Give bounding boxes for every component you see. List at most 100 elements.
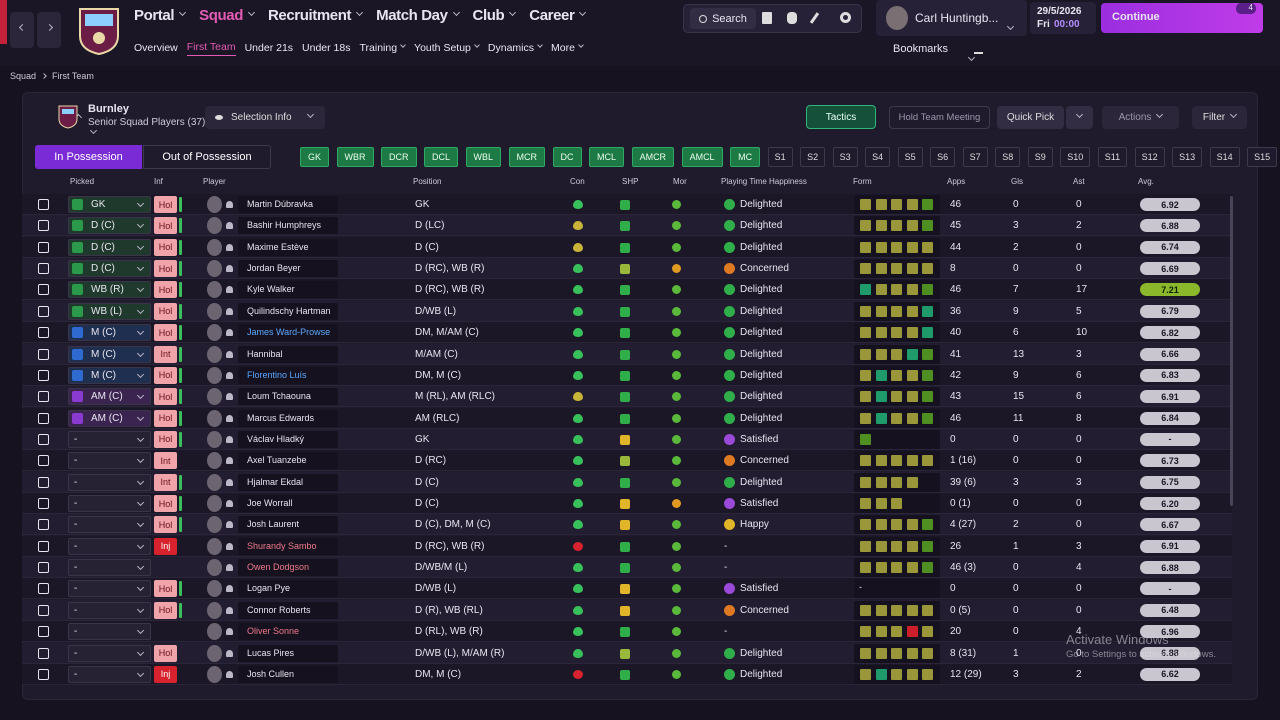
player-name[interactable]: Florentino Luís: [238, 366, 338, 384]
picked-dropdown[interactable]: AM (C): [68, 388, 151, 406]
form[interactable]: [854, 600, 940, 620]
forward-button[interactable]: [37, 12, 61, 48]
form[interactable]: [854, 664, 940, 684]
position-chip[interactable]: WBR: [336, 147, 374, 167]
checkbox[interactable]: [38, 284, 49, 296]
form[interactable]: [854, 259, 940, 279]
checkbox[interactable]: [38, 519, 49, 531]
sub-nav-item[interactable]: Under 21s: [245, 41, 293, 56]
checkbox[interactable]: [38, 433, 49, 445]
scrollbar[interactable]: [1230, 196, 1233, 506]
picked-dropdown[interactable]: M (C): [68, 345, 151, 363]
quick-pick-button[interactable]: Quick Pick: [997, 106, 1064, 129]
column-header[interactable]: Player: [203, 177, 226, 186]
checkbox[interactable]: [38, 369, 49, 381]
actions-button[interactable]: Actions: [1102, 106, 1179, 129]
player-name[interactable]: Bashir Humphreys: [238, 217, 338, 235]
position-chip[interactable]: S14: [1209, 147, 1240, 167]
table-row[interactable]: WB (R) Hol Kyle Walker D (RC), WB (R) Deligh…: [22, 279, 1232, 301]
column-header[interactable]: Mor: [673, 177, 687, 186]
picked-dropdown[interactable]: -: [68, 580, 151, 598]
table-row[interactable]: D (C) Hol Jordan Beyer D (RC), WB (R) Concer…: [22, 258, 1232, 280]
position-chip[interactable]: S9: [1027, 147, 1053, 167]
sub-nav-item[interactable]: Overview: [134, 41, 178, 56]
column-header[interactable]: Ast: [1073, 177, 1085, 186]
form[interactable]: [854, 387, 940, 407]
player-name[interactable]: Shurandy Sambo: [238, 537, 338, 555]
player-name[interactable]: Josh Laurent: [238, 516, 338, 534]
table-row[interactable]: - Hol Josh Laurent D (C), DM, M (C) Happy 4 (…: [22, 514, 1232, 536]
table-row[interactable]: AM (C) Hol Marcus Edwards AM (RLC) Delighted…: [22, 407, 1232, 429]
form[interactable]: [854, 515, 940, 535]
checkbox[interactable]: [38, 626, 49, 638]
player-name[interactable]: Lucas Pires: [238, 644, 338, 662]
checkbox[interactable]: [38, 476, 49, 488]
table-row[interactable]: M (C) Hol Florentino Luís DM, M (C) Delighte…: [22, 364, 1232, 386]
column-header[interactable]: SHP: [622, 177, 639, 186]
player-name[interactable]: Josh Cullen: [238, 665, 338, 683]
sub-nav-item[interactable]: More: [551, 41, 584, 56]
picked-dropdown[interactable]: -: [68, 601, 151, 619]
checkbox[interactable]: [38, 305, 49, 317]
form[interactable]: [854, 195, 940, 214]
form[interactable]: [854, 323, 940, 343]
picked-dropdown[interactable]: AM (C): [68, 409, 151, 427]
position-chip[interactable]: S13: [1172, 147, 1203, 167]
position-chip[interactable]: S6: [930, 147, 956, 167]
table-row[interactable]: - Int Axel Tuanzebe D (RC) Concerned 1 (16) 0 0…: [22, 450, 1232, 472]
position-chip[interactable]: DCL: [424, 147, 459, 167]
icon[interactable]: [787, 12, 797, 24]
table-row[interactable]: WB (L) Hol Quilindschy Hartman D/WB (L) Deli…: [22, 300, 1232, 322]
player-name[interactable]: Kyle Walker: [238, 281, 338, 299]
position-chip[interactable]: S10: [1060, 147, 1091, 167]
position-chip[interactable]: S12: [1134, 147, 1165, 167]
table-row[interactable]: - Hol Václav Hladký GK Satisfied 0 0 0 -: [22, 428, 1232, 450]
player-name[interactable]: Hjalmar Ekdal: [238, 473, 338, 491]
position-chip[interactable]: S8: [995, 147, 1021, 167]
checkbox[interactable]: [38, 348, 49, 360]
main-nav-item[interactable]: Match Day: [376, 7, 460, 24]
table-row[interactable]: - Int Hjalmar Ekdal D (C) Delighted 39 (6) 3 3 6…: [22, 471, 1232, 493]
picked-dropdown[interactable]: GK: [68, 196, 151, 213]
form[interactable]: [854, 472, 940, 492]
quick-pick-menu[interactable]: [1066, 106, 1093, 129]
sub-nav-item[interactable]: Under 18s: [302, 41, 350, 56]
form[interactable]: [854, 451, 940, 471]
table-row[interactable]: D (C) Hol Bashir Humphreys D (LC) Delighted 4…: [22, 215, 1232, 237]
column-header[interactable]: Apps: [947, 177, 966, 186]
column-header[interactable]: Inf: [154, 177, 163, 186]
picked-dropdown[interactable]: -: [68, 623, 151, 641]
picked-dropdown[interactable]: WB (R): [68, 281, 151, 299]
checkbox[interactable]: [38, 647, 49, 659]
bookmarks[interactable]: Bookmarks: [893, 43, 949, 55]
table-row[interactable]: GK Hol Martin Dúbravka GK Delighted 46 0 0 6.92: [22, 194, 1232, 215]
checkbox[interactable]: [38, 668, 49, 680]
checkbox[interactable]: [38, 263, 49, 275]
picked-dropdown[interactable]: D (C): [68, 238, 151, 256]
position-chip[interactable]: S7: [962, 147, 988, 167]
checkbox[interactable]: [38, 220, 49, 232]
form[interactable]: -: [854, 579, 940, 599]
in-possession-tab[interactable]: In Possession: [35, 145, 142, 169]
column-header[interactable]: Position: [413, 177, 442, 186]
picked-dropdown[interactable]: D (C): [68, 260, 151, 278]
position-chip[interactable]: DCR: [381, 147, 417, 167]
picked-dropdown[interactable]: -: [68, 537, 151, 555]
form[interactable]: [854, 643, 940, 663]
settings-icon[interactable]: [840, 12, 851, 23]
form[interactable]: [854, 365, 940, 385]
checkbox[interactable]: [38, 199, 49, 210]
form[interactable]: [854, 237, 940, 257]
breadcrumb-item[interactable]: Squad: [10, 71, 37, 81]
sub-nav-item[interactable]: Training: [360, 41, 406, 56]
selection-info-button[interactable]: Selection Info: [205, 106, 325, 129]
filter-button[interactable]: Filter: [1192, 106, 1247, 129]
player-name[interactable]: Jordan Beyer: [238, 260, 338, 278]
checkbox[interactable]: [38, 391, 49, 403]
table-row[interactable]: - Hol Joe Worrall D (C) Satisfied 0 (1) 0 0 6.20: [22, 493, 1232, 515]
checkbox[interactable]: [38, 562, 49, 574]
table-row[interactable]: - Oliver Sonne D (RL), WB (R) - 20 0 4 6.96: [22, 621, 1232, 643]
table-row[interactable]: M (C) Hol James Ward-Prowse DM, M/AM (C) Del…: [22, 322, 1232, 344]
picked-dropdown[interactable]: -: [68, 473, 151, 491]
player-name[interactable]: Hannibal: [238, 345, 338, 363]
